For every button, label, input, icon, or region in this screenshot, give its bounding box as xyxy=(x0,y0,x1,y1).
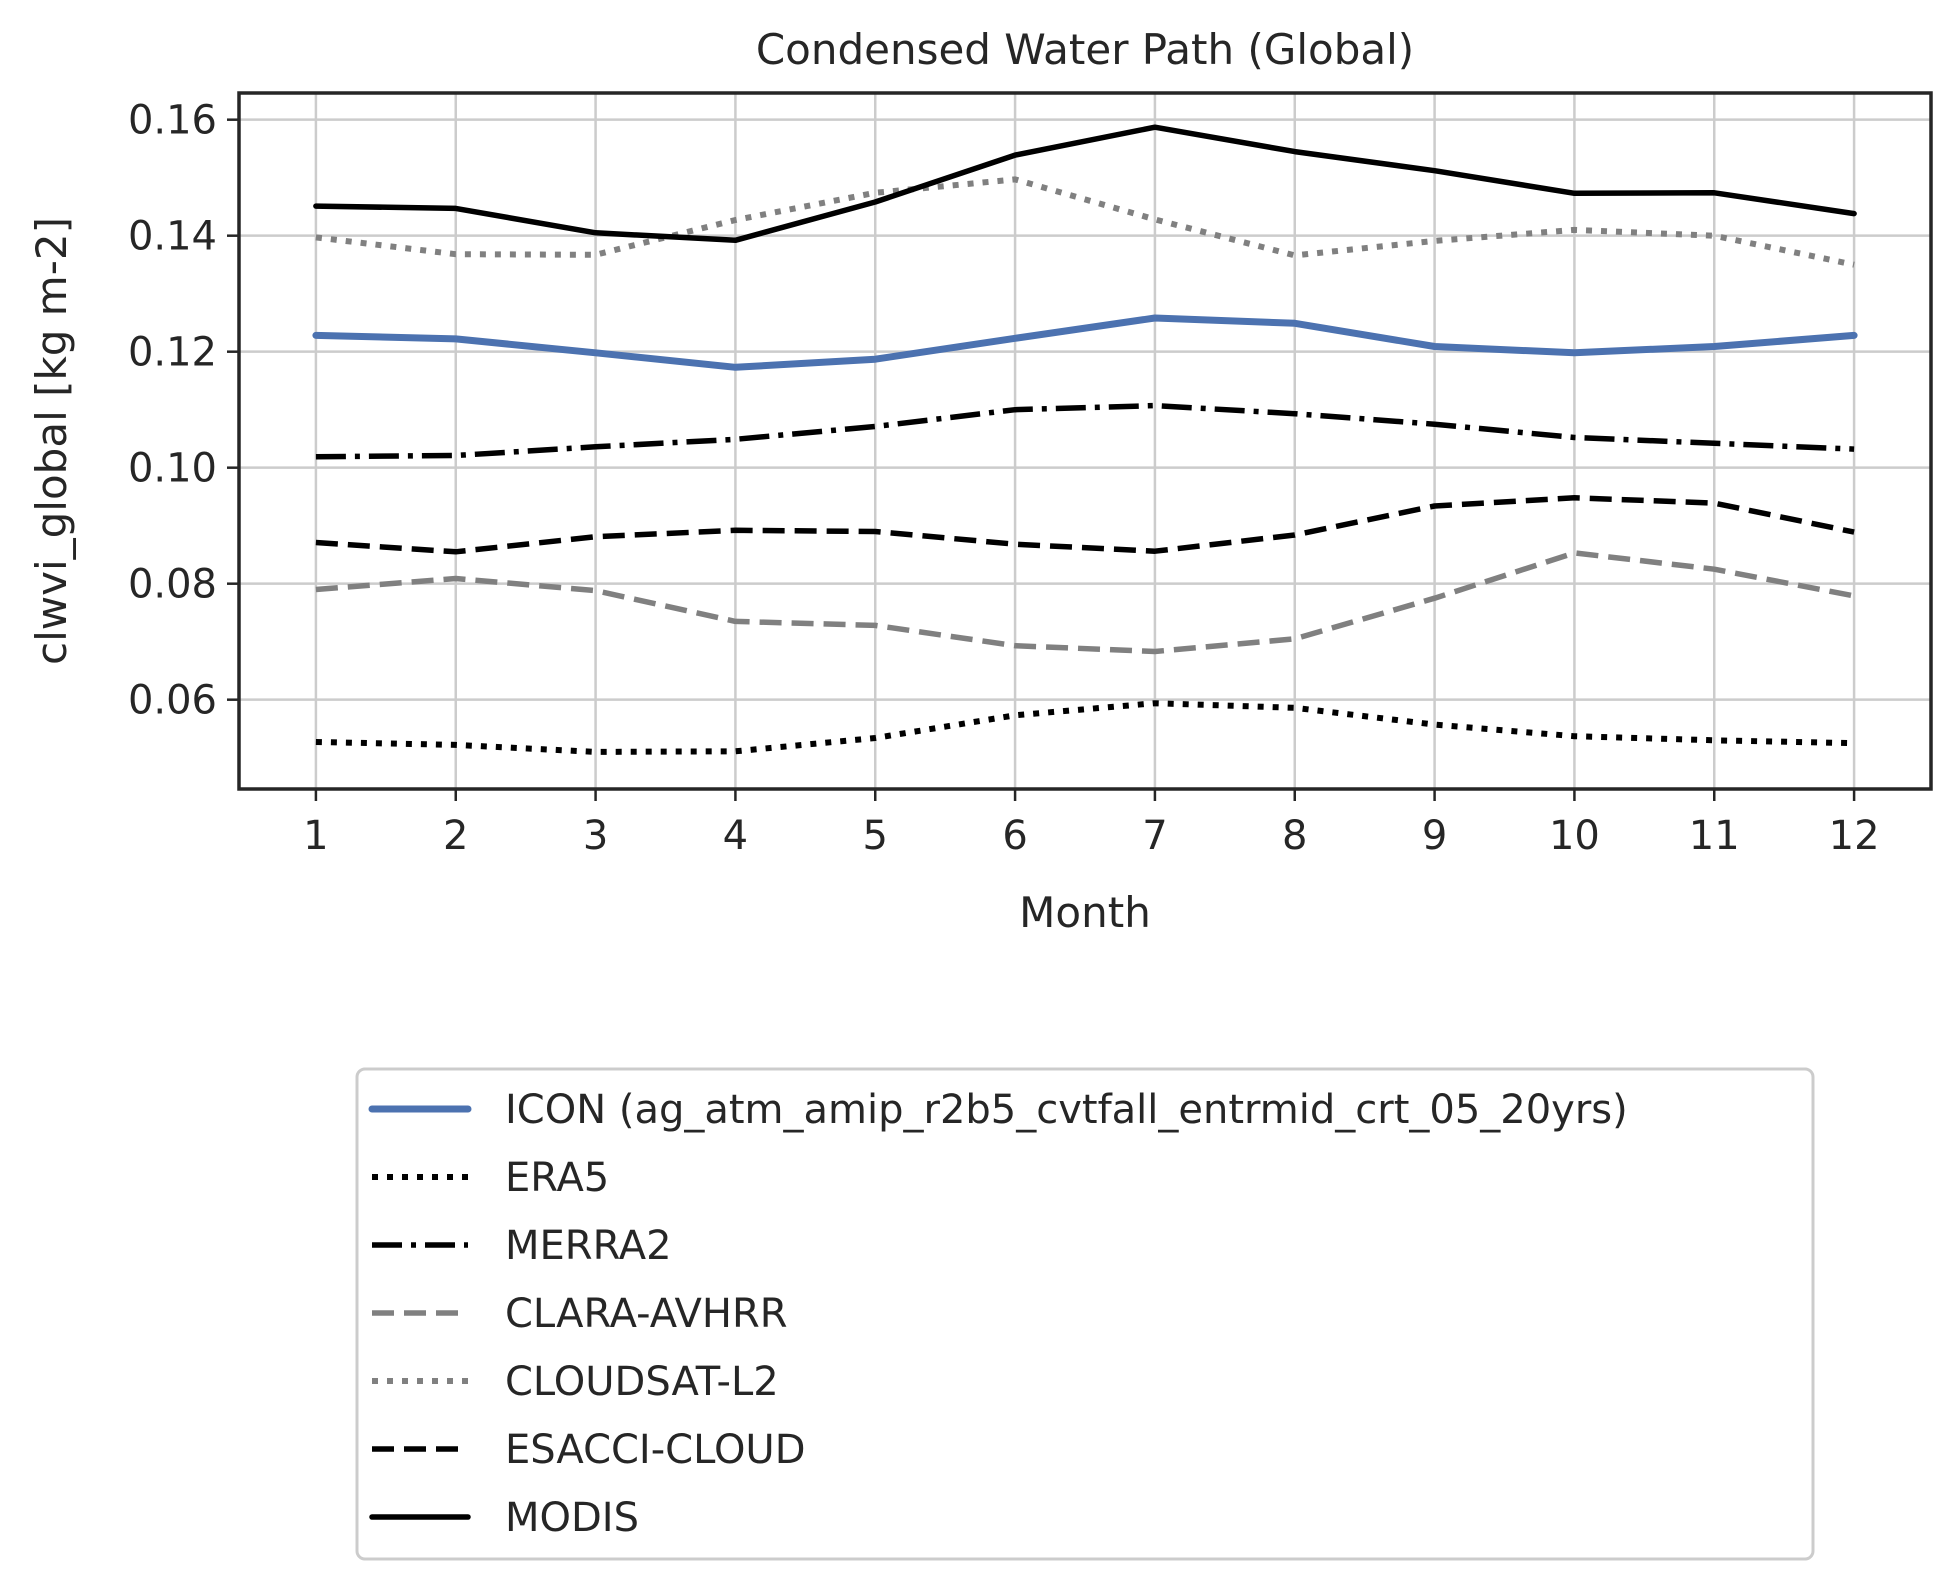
x-tick-label: 8 xyxy=(1282,813,1307,859)
x-tick-label: 5 xyxy=(863,813,888,859)
legend-label: CLOUDSAT-L2 xyxy=(505,1359,779,1405)
series-line-modis xyxy=(313,124,1857,244)
plot-frame xyxy=(237,91,1933,791)
legend-frame xyxy=(355,1067,1815,1561)
series-line-merra2 xyxy=(315,402,1855,460)
y-tick-label: 0.06 xyxy=(128,678,217,724)
legend-label: MERRA2 xyxy=(505,1223,672,1269)
x-tick-label: 6 xyxy=(1002,813,1027,859)
series-layer xyxy=(312,124,1858,755)
series-line-cloudsat-l2 xyxy=(315,176,1855,268)
x-tick-label: 9 xyxy=(1422,813,1447,859)
x-tick-label: 1 xyxy=(303,813,328,859)
x-tick-label: 2 xyxy=(443,813,468,859)
y-tick-label: 0.14 xyxy=(128,214,217,260)
y-axis-label: clwvi_global [kg m-2] xyxy=(27,217,76,665)
y-tick-label: 0.10 xyxy=(128,446,217,492)
x-tick-label: 4 xyxy=(723,813,748,859)
x-axis-label: Month xyxy=(1019,888,1151,937)
series-line-icon xyxy=(312,314,1858,371)
chart-title: Condensed Water Path (Global) xyxy=(756,25,1414,74)
legend-items: ICON (ag_atm_amip_r2b5_cvtfall_entrmid_c… xyxy=(368,1087,1628,1541)
ticks: 1 2 3 4 5 6 7 8 9 10 11 120.060.080.100.120.140.16 xyxy=(128,98,1880,859)
x-tick-label: 10 xyxy=(1549,813,1600,859)
series-line-esacci-cloud xyxy=(315,495,1855,555)
x-tick-label: 3 xyxy=(583,813,608,859)
x-tick-label: 11 xyxy=(1689,813,1740,859)
legend-label: CLARA-AVHRR xyxy=(505,1291,788,1337)
y-tick-label: 0.12 xyxy=(128,330,217,376)
series-line-clara-avhrr xyxy=(315,550,1855,655)
legend-label: MODIS xyxy=(505,1495,639,1541)
grid xyxy=(239,93,1931,789)
x-tick-label: 12 xyxy=(1829,813,1880,859)
legend-label: ESACCI-CLOUD xyxy=(505,1427,806,1473)
series-line-era5 xyxy=(315,700,1855,755)
y-tick-label: 0.08 xyxy=(128,562,217,608)
legend: ICON (ag_atm_amip_r2b5_cvtfall_entrmid_c… xyxy=(355,1067,1815,1561)
y-tick-label: 0.16 xyxy=(128,98,217,144)
x-tick-label: 7 xyxy=(1142,813,1167,859)
legend-label: ICON (ag_atm_amip_r2b5_cvtfall_entrmid_c… xyxy=(505,1087,1628,1133)
legend-label: ERA5 xyxy=(505,1155,609,1201)
